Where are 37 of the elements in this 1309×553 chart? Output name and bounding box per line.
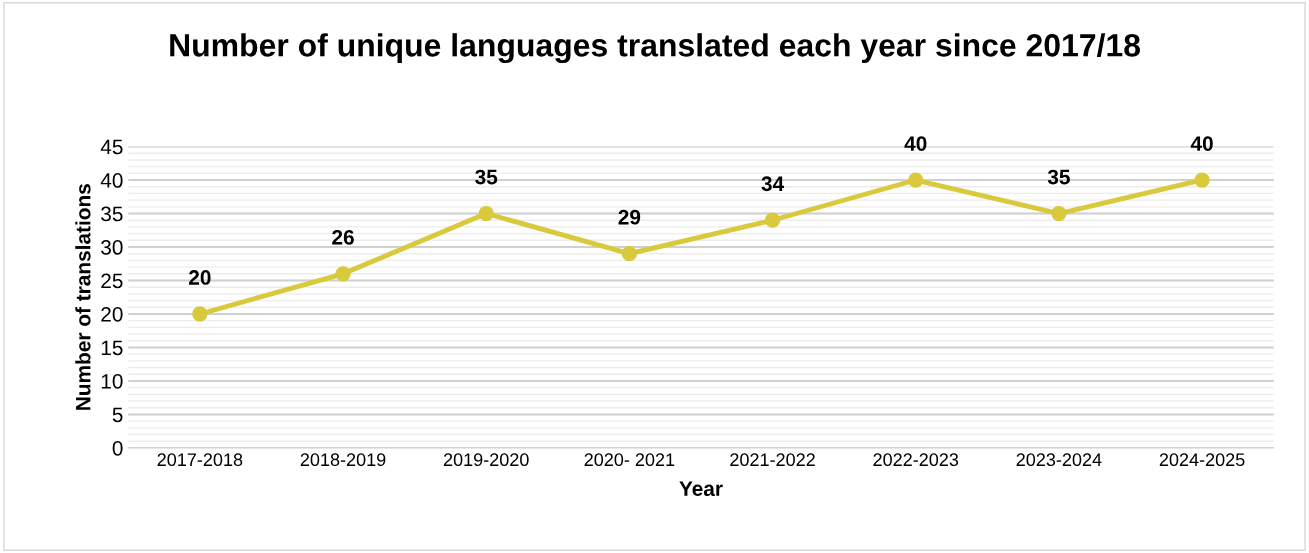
- chart-title: Number of unique languages translated each year since 2017/18: [170, 33, 1141, 64]
- data-label: 26: [332, 229, 354, 245]
- point: [1051, 205, 1067, 222]
- x-tick-label: 2021-2022: [730, 453, 815, 467]
- point: [764, 212, 781, 228]
- y-tick-label: 35: [101, 206, 123, 222]
- data-label: 40: [904, 136, 927, 151]
- y-axis-title: Number of translations: [75, 184, 91, 410]
- point: [335, 266, 351, 282]
- data-label: 34: [761, 176, 785, 192]
- y-tick-label: 5: [112, 407, 123, 423]
- y-tick-label: 10: [101, 373, 123, 389]
- x-tick-label: 2020- 2021: [584, 453, 675, 467]
- data-label: 20: [189, 270, 211, 285]
- y-tick-label: 0: [112, 440, 123, 456]
- y-tick-label: 30: [101, 240, 123, 255]
- x-tick-label: 2022-2023: [873, 453, 959, 467]
- data-label: 35: [475, 169, 498, 185]
- data-label: 29: [618, 209, 641, 225]
- x-tick-label: 2024-2025: [1159, 453, 1245, 467]
- y-tick-label: 20: [101, 306, 123, 322]
- x-tick-label: 2017-2018: [157, 453, 243, 467]
- point: [192, 306, 208, 322]
- x-axis-title: Year: [679, 481, 723, 497]
- y-tick-label: 40: [100, 173, 123, 188]
- point: [621, 246, 638, 262]
- data-label: 35: [1047, 169, 1070, 185]
- point: [1194, 172, 1210, 188]
- point: [908, 172, 924, 188]
- point: [478, 205, 494, 222]
- data-label: 40: [1190, 136, 1213, 151]
- y-tick-label: 45: [100, 139, 123, 155]
- y-tick-label: 15: [101, 340, 123, 356]
- x-tick-label: 2018-2019: [300, 453, 386, 467]
- x-tick-label: 2019-2020: [443, 453, 529, 467]
- x-tick-label: 2023-2024: [1016, 453, 1102, 467]
- y-tick-label: 25: [101, 273, 123, 289]
